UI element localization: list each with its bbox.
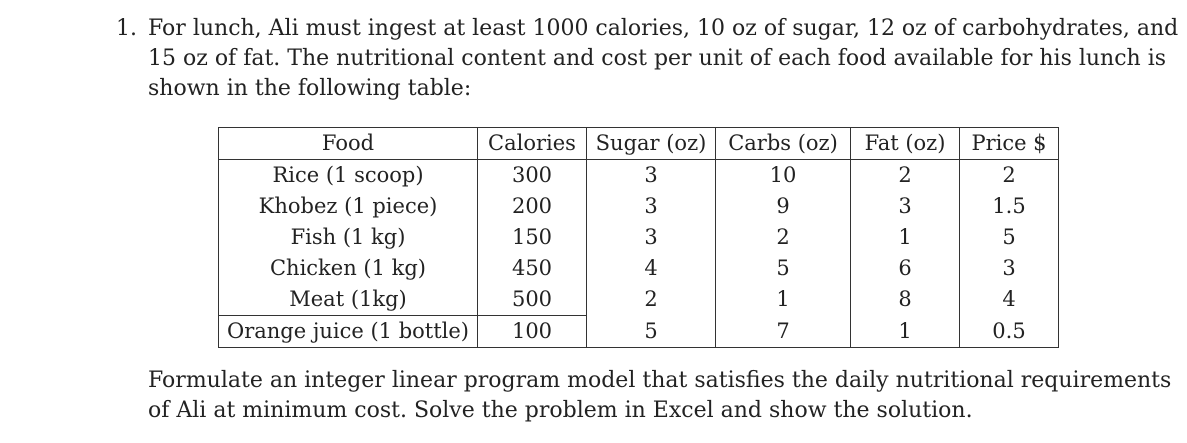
- cell-sugar: 4: [586, 253, 716, 284]
- cell-food: Orange juice (1 bottle): [218, 315, 478, 348]
- problem-instructions: Formulate an integer linear program mode…: [148, 366, 1172, 426]
- cell-price: 5: [959, 222, 1059, 253]
- cell-fat: 3: [850, 191, 960, 222]
- cell-sugar: 3: [586, 159, 716, 191]
- table-header-row: Food Calories Sugar (oz) Carbs (oz) Fat …: [218, 127, 1059, 160]
- header-fat: Fat (oz): [850, 127, 960, 160]
- cell-carbs: 7: [715, 315, 851, 348]
- table-row: Orange juice (1 bottle) 100 5 7 1 0.5: [218, 315, 1059, 348]
- intro-line: For lunch, Ali must ingest at least 1000…: [148, 16, 1179, 41]
- header-calories: Calories: [477, 127, 587, 160]
- table-row: Rice (1 scoop) 300 3 10 2 2: [218, 159, 1059, 191]
- cell-food: Chicken (1 kg): [218, 253, 478, 284]
- intro-line: 15 oz of fat. The nutritional content an…: [148, 46, 1167, 71]
- header-sugar: Sugar (oz): [586, 127, 716, 160]
- cell-calories: 150: [477, 222, 587, 253]
- cell-food: Fish (1 kg): [218, 222, 478, 253]
- cell-food: Rice (1 scoop): [218, 159, 478, 191]
- cell-calories: 200: [477, 191, 587, 222]
- cell-price: 1.5: [959, 191, 1059, 222]
- cell-sugar: 3: [586, 191, 716, 222]
- cell-fat: 6: [850, 253, 960, 284]
- table-row: Khobez (1 piece) 200 3 9 3 1.5: [218, 191, 1059, 222]
- cell-fat: 1: [850, 315, 960, 348]
- cell-carbs: 10: [715, 159, 851, 191]
- cell-fat: 1: [850, 222, 960, 253]
- cell-carbs: 9: [715, 191, 851, 222]
- cell-price: 3: [959, 253, 1059, 284]
- cell-sugar: 5: [586, 315, 716, 348]
- cell-sugar: 2: [586, 284, 716, 316]
- intro-line: shown in the following table:: [148, 76, 472, 101]
- cell-calories: 300: [477, 159, 587, 191]
- cell-carbs: 2: [715, 222, 851, 253]
- nutrition-table: Food Calories Sugar (oz) Carbs (oz) Fat …: [218, 127, 1059, 348]
- cell-price: 4: [959, 284, 1059, 316]
- problem-intro: For lunch, Ali must ingest at least 1000…: [148, 14, 1179, 104]
- header-carbs: Carbs (oz): [715, 127, 851, 160]
- cell-sugar: 3: [586, 222, 716, 253]
- cell-price: 0.5: [959, 315, 1059, 348]
- cell-carbs: 5: [715, 253, 851, 284]
- table-row: Fish (1 kg) 150 3 2 1 5: [218, 222, 1059, 253]
- cell-fat: 2: [850, 159, 960, 191]
- outro-line: of Ali at minimum cost. Solve the proble…: [148, 398, 973, 423]
- cell-price: 2: [959, 159, 1059, 191]
- cell-calories: 450: [477, 253, 587, 284]
- cell-calories: 100: [477, 315, 587, 348]
- table-row: Meat (1kg) 500 2 1 8 4: [218, 284, 1059, 316]
- cell-carbs: 1: [715, 284, 851, 316]
- table-row: Chicken (1 kg) 450 4 5 6 3: [218, 253, 1059, 284]
- cell-food: Khobez (1 piece): [218, 191, 478, 222]
- cell-food: Meat (1kg): [218, 284, 478, 316]
- outro-line: Formulate an integer linear program mode…: [148, 368, 1172, 393]
- problem-number: 1.: [116, 16, 137, 41]
- cell-calories: 500: [477, 284, 587, 316]
- header-food: Food: [218, 127, 478, 160]
- cell-fat: 8: [850, 284, 960, 316]
- header-price: Price $: [959, 127, 1059, 160]
